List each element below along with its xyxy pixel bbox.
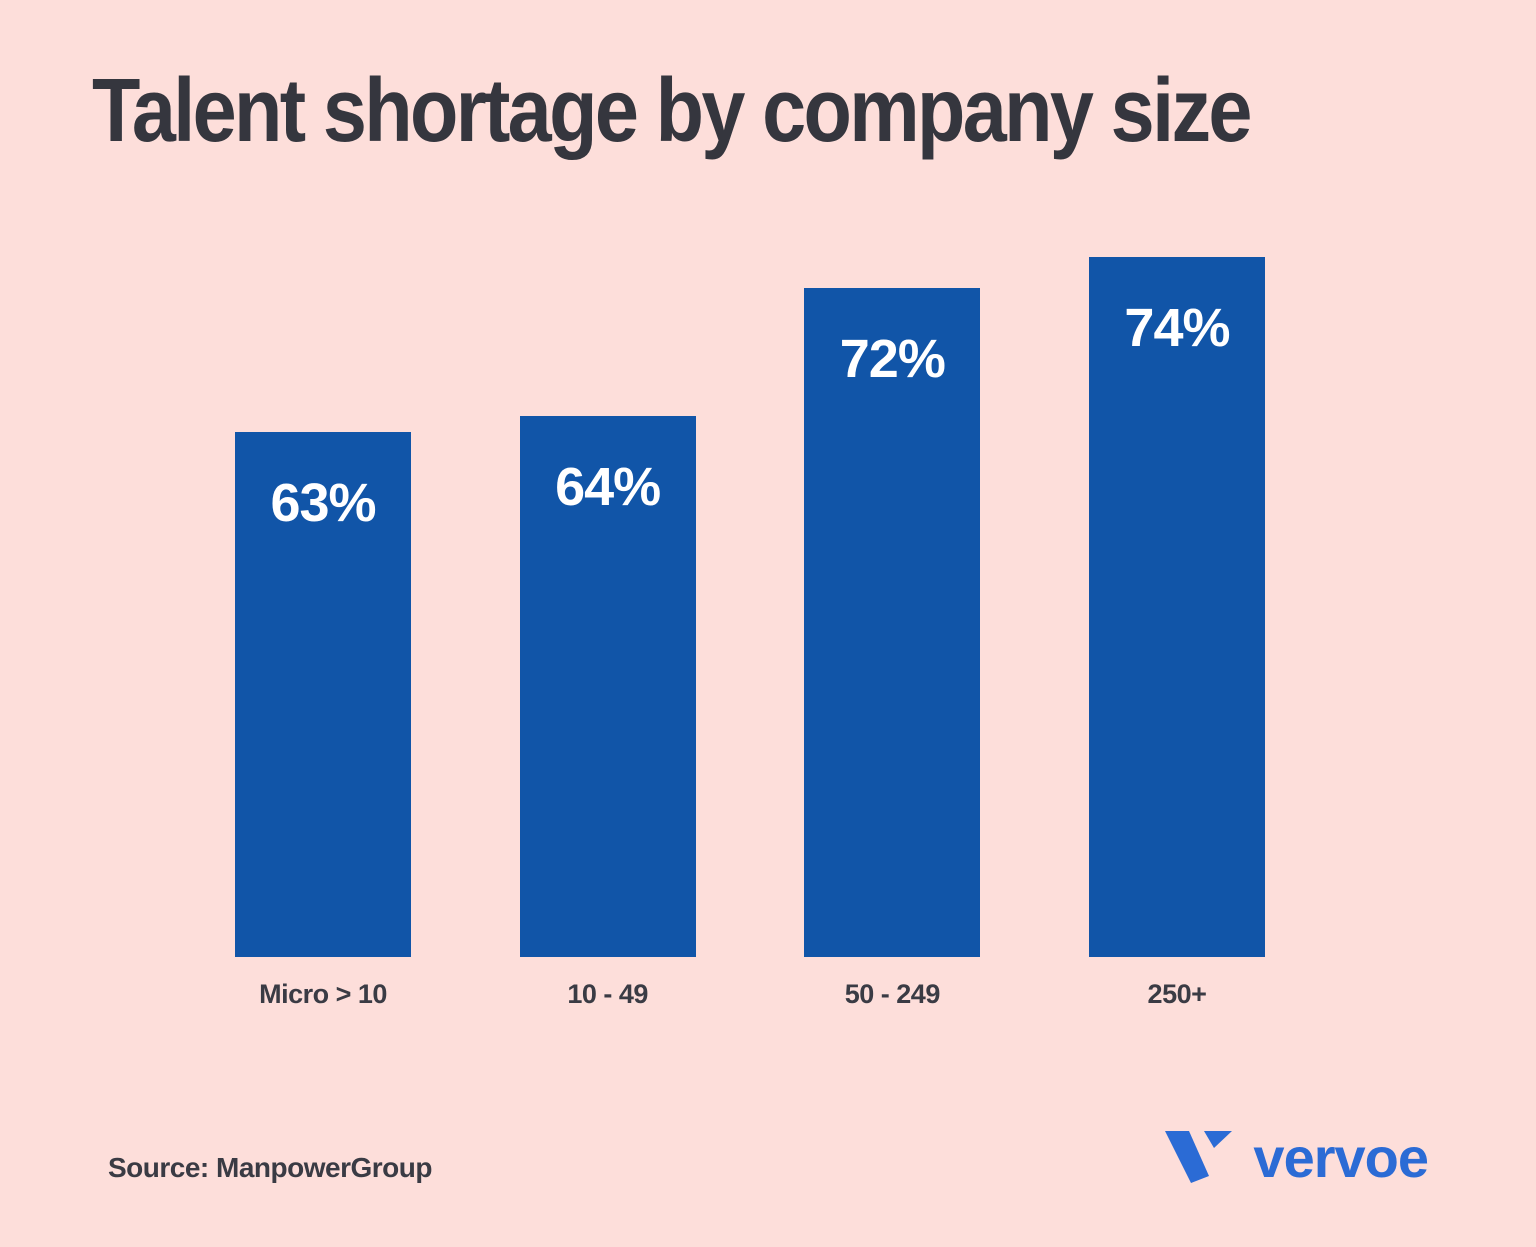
x-axis-label: 10 - 49 bbox=[567, 979, 648, 1009]
vervoe-logo-text: vervoe bbox=[1253, 1126, 1429, 1189]
vervoe-v-mark-icon bbox=[1165, 1131, 1233, 1183]
bars-area: 63% 64% 72% 74% bbox=[235, 161, 1265, 957]
x-axis-label: 50 - 249 bbox=[844, 979, 941, 1009]
bar-micro-10: 63% bbox=[235, 431, 411, 957]
x-axis-label: Micro > 10 bbox=[259, 979, 387, 1009]
bar-value-label: 63% bbox=[270, 472, 376, 533]
bar-250-plus: 74% bbox=[1088, 256, 1265, 957]
bar-10-49: 64% bbox=[519, 415, 696, 957]
vervoe-logo: vervoe bbox=[1165, 1126, 1429, 1189]
source-caption: Source: ManpowerGroup bbox=[108, 1152, 432, 1183]
bar-50-249: 72% bbox=[804, 288, 981, 957]
bar-value-label: 64% bbox=[555, 456, 661, 517]
x-axis-labels: Micro > 10 10 - 49 50 - 249 250+ bbox=[235, 979, 1265, 1010]
bar-value-label: 72% bbox=[839, 329, 946, 390]
bar-chart: 63% 64% 72% 74% Micro > 10 10 - 49 50 - … bbox=[235, 161, 1265, 1010]
x-axis-label: 250+ bbox=[1147, 979, 1207, 1009]
chart-title: Talent shortage by company size bbox=[92, 61, 1252, 161]
bar-value-label: 74% bbox=[1124, 297, 1230, 358]
